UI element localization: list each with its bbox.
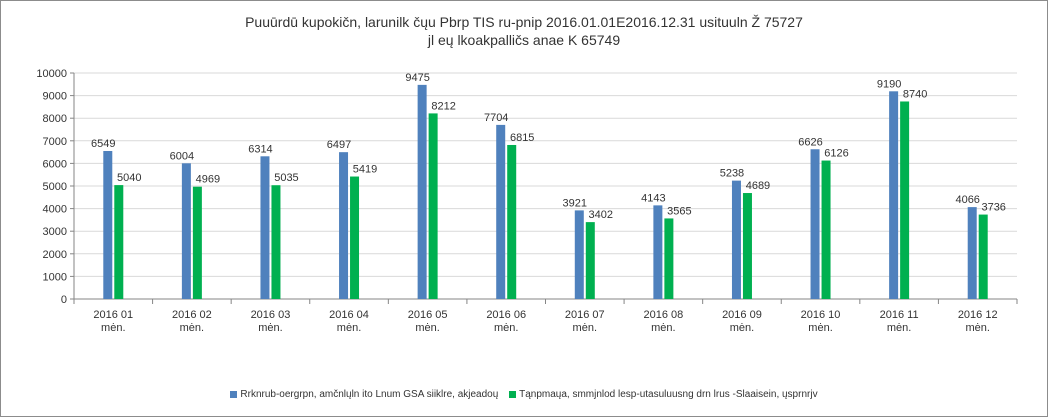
bar-series-2 [507,144,517,299]
data-label-series-2: 4689 [746,180,770,192]
x-tick-label: 2016 09 [722,309,762,321]
chart-title-line-1: Puuūrdū kupokičn, larunilk čųu Pbrp TIS … [245,14,803,30]
bar-series-2 [114,185,124,299]
y-tick-label: 6000 [43,158,67,170]
bar-series-1 [574,210,584,299]
bar-series-1 [731,180,741,299]
x-tick-label: 2016 11 [880,309,919,321]
bar-series-1 [260,156,270,299]
chart-title-line-2: jl eų lkoakpalličs anae K 65749 [427,32,621,48]
x-tick-label: mėn. [573,322,597,334]
x-tick-label: 2016 06 [486,309,526,321]
y-tick-label: 4000 [43,204,67,216]
bar-series-1 [103,150,113,299]
bar-series-2 [978,214,988,299]
data-label-series-1: 6626 [798,136,822,148]
data-label-series-1: 7704 [484,112,508,124]
y-tick-label: 1000 [43,271,67,283]
y-tick-label: 5000 [43,181,67,193]
data-label-series-1: 4066 [955,194,979,206]
y-tick-label: 2000 [43,249,67,261]
data-label-series-2: 4969 [196,174,220,186]
legend-label-series-2: Tąnpmaųa, smmjnlod lesp-utasuluusng drn … [519,389,818,400]
data-label-series-1: 5238 [720,168,744,180]
data-label-series-2: 5035 [274,172,298,184]
data-label-series-1: 4143 [641,192,665,204]
y-tick-label: 8000 [43,113,67,125]
y-tick-label: 0 [61,294,67,306]
data-label-series-2: 8212 [431,100,455,112]
data-label-series-1: 3921 [563,197,587,209]
x-tick-label: mėn. [415,322,439,334]
x-tick-label: mėn. [808,322,832,334]
legend-item-series-2: Tąnpmaųa, smmjnlod lesp-utasuluusng drn … [509,389,818,400]
bar-series-2 [585,222,595,299]
bar-series-2 [900,101,910,299]
bar-series-1 [889,91,899,299]
bar-series-1 [810,149,820,299]
x-tick-label: mėn. [337,322,361,334]
data-label-series-2: 8740 [903,88,927,100]
x-tick-label: mėn. [258,322,282,334]
chart-title: Puuūrdū kupokičn, larunilk čųu Pbrp TIS … [1,13,1047,49]
x-tick-label: mėn. [651,322,675,334]
x-tick-label: mėn. [494,322,518,334]
bar-series-2 [350,176,360,299]
y-tick-label: 7000 [43,136,67,148]
data-label-series-1: 6004 [170,150,194,162]
x-tick-label: 2016 12 [958,309,998,321]
data-label-series-1: 6497 [327,139,351,151]
x-tick-label: mėn. [965,322,989,334]
legend-label-series-1: Rrknrub-oergrpn, amčnlųln ito Lnum GSA s… [240,389,499,400]
x-tick-label: mėn. [730,322,754,334]
chart-legend: Rrknrub-oergrpn, amčnlųln ito Lnum GSA s… [1,389,1047,400]
bar-series-1 [339,152,349,299]
x-tick-label: 2016 10 [801,309,841,321]
x-tick-label: 2016 07 [565,309,605,321]
bar-series-1 [496,124,506,299]
x-tick-label: 2016 02 [172,309,212,321]
bar-series-1 [417,84,427,300]
x-tick-label: mėn. [101,322,125,334]
bar-series-1 [181,163,191,299]
data-label-series-2: 3565 [667,205,691,217]
y-tick-label: 3000 [43,226,67,238]
legend-item-series-1: Rrknrub-oergrpn, amčnlųln ito Lnum GSA s… [230,389,498,400]
bar-chart: 0 1000 2000 3000 4000 5000 6000 7000 8000 9000 100… [36,68,1018,334]
x-tick-label: mėn. [180,322,204,334]
y-tick-label: 10000 [36,68,67,80]
data-label-series-1: 9190 [877,78,901,90]
x-tick-label: mėn. [887,322,911,334]
bar-series-2 [664,218,674,299]
data-label-series-1: 6314 [248,143,272,155]
bar-series-2 [428,113,438,299]
y-tick-label: 9000 [43,91,67,103]
data-label-series-2: 6126 [824,148,848,160]
data-label-series-2: 5419 [353,164,377,176]
x-tick-label: 2016 08 [643,309,683,321]
x-tick-label: 2016 03 [251,309,291,321]
data-label-series-2: 3736 [981,202,1005,214]
data-label-series-1: 6549 [91,138,115,150]
x-tick-label: 2016 01 [93,309,133,321]
data-label-series-2: 6815 [510,132,534,144]
bar-series-1 [653,205,663,299]
data-label-series-2: 3402 [589,209,613,221]
legend-swatch-series-2 [509,390,517,398]
x-tick-label: 2016 04 [329,309,369,321]
legend-swatch-series-1 [230,390,238,398]
bar-series-2 [821,160,831,299]
x-tick-label: 2016 05 [408,309,448,321]
bar-series-2 [742,193,752,299]
bar-series-2 [192,186,202,299]
bar-series-2 [271,185,281,299]
data-label-series-1: 9475 [405,72,429,84]
data-label-series-2: 5040 [117,172,141,184]
bar-series-1 [967,207,977,299]
